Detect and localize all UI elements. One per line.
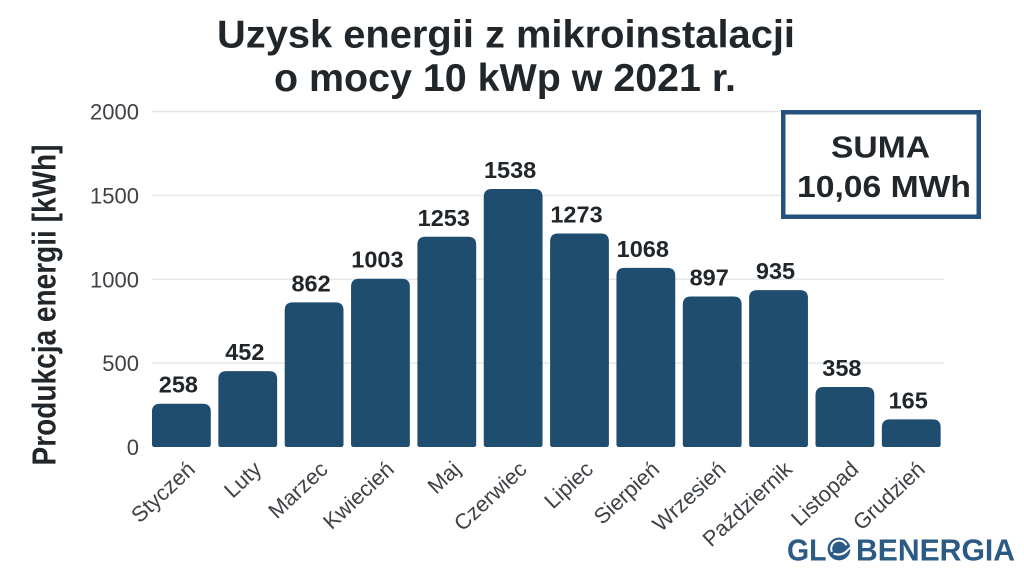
svg-text:o mocy 10 kWp w 2021 r.: o mocy 10 kWp w 2021 r.: [274, 57, 736, 100]
svg-text:1068: 1068: [617, 236, 669, 262]
svg-text:258: 258: [159, 372, 198, 398]
svg-text:862: 862: [291, 270, 330, 296]
svg-text:500: 500: [102, 351, 139, 376]
svg-text:1003: 1003: [351, 247, 403, 273]
svg-text:358: 358: [822, 355, 861, 381]
svg-text:GL: GL: [787, 532, 827, 567]
svg-text:10,06 MWh: 10,06 MWh: [797, 169, 971, 204]
svg-text:897: 897: [690, 265, 729, 291]
svg-text:SUMA: SUMA: [831, 130, 930, 165]
svg-text:1000: 1000: [90, 267, 139, 292]
svg-text:BENERGIA: BENERGIA: [856, 532, 1015, 567]
svg-text:1273: 1273: [550, 202, 602, 228]
svg-text:1538: 1538: [484, 157, 536, 183]
svg-text:935: 935: [756, 258, 795, 284]
svg-text:452: 452: [225, 339, 264, 365]
svg-text:165: 165: [889, 387, 928, 413]
svg-text:Produkcja energii [kWh]: Produkcja energii [kWh]: [26, 145, 63, 466]
svg-text:1253: 1253: [418, 205, 470, 231]
svg-text:1500: 1500: [90, 184, 139, 209]
svg-text:Uzysk energii z mikroinstalacj: Uzysk energii z mikroinstalacji: [217, 13, 795, 56]
svg-text:2000: 2000: [90, 100, 139, 125]
svg-text:0: 0: [127, 435, 139, 460]
